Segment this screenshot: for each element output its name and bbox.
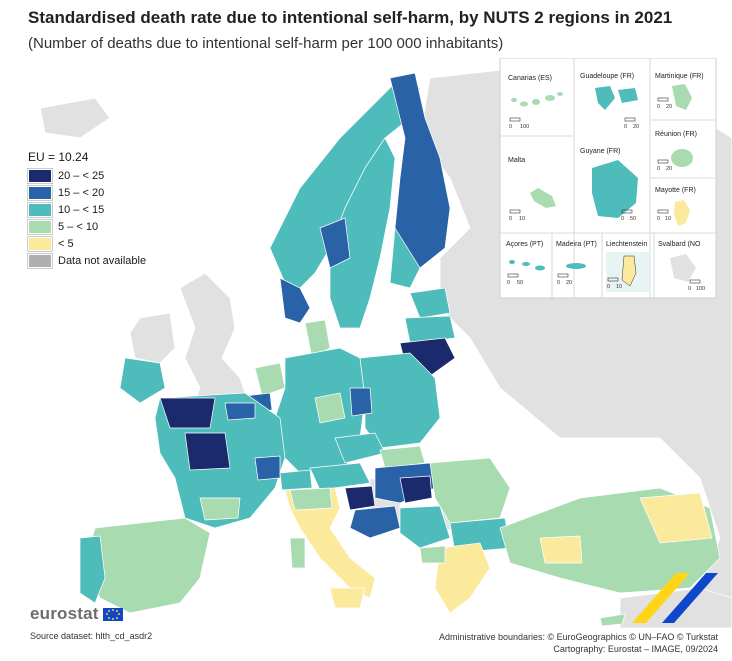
inset-label-acores: Açores (PT) xyxy=(506,241,543,248)
region-austria xyxy=(309,462,371,491)
inset-label-canarias: Canarias (ES) xyxy=(508,75,552,82)
choropleth-regions xyxy=(79,72,721,627)
legend-item: 5 – < 10 xyxy=(27,218,146,235)
svg-text:20: 20 xyxy=(666,104,672,110)
svg-text:10: 10 xyxy=(616,284,622,290)
inset-label-guyane: Guyane (FR) xyxy=(580,148,620,155)
region-greece xyxy=(434,542,491,614)
svg-text:0: 0 xyxy=(509,124,512,130)
legend-item: 15 – < 20 xyxy=(27,184,146,201)
inset-label-svalbard: Svalbard (NO xyxy=(658,241,701,248)
inset-label-mayotte: Mayotte (FR) xyxy=(655,187,696,194)
region-france-east xyxy=(254,455,281,481)
region-slovakia xyxy=(379,445,426,469)
svg-text:0: 0 xyxy=(509,216,512,222)
region-germany-central xyxy=(314,392,346,424)
map-subtitle: (Number of deaths due to intentional sel… xyxy=(28,35,504,52)
legend-item: 20 – < 25 xyxy=(27,167,146,184)
ireland-north xyxy=(129,312,176,364)
legend-swatch xyxy=(27,201,53,218)
eu-flag-icon xyxy=(102,607,123,621)
region-italy-north xyxy=(289,487,333,511)
region-cyprus xyxy=(599,613,626,627)
svg-text:0: 0 xyxy=(557,280,560,286)
svg-text:0: 0 xyxy=(657,216,660,222)
svg-text:0: 0 xyxy=(657,166,660,172)
region-north-macedonia xyxy=(419,545,446,564)
region-turkey-central xyxy=(539,535,583,564)
svg-text:100: 100 xyxy=(696,286,705,292)
region-poland-west xyxy=(349,387,373,417)
eurostat-logo: eurostat xyxy=(30,604,123,624)
svg-text:10: 10 xyxy=(665,216,671,222)
svg-text:0: 0 xyxy=(621,216,624,222)
region-croatia xyxy=(349,505,401,539)
region-ireland xyxy=(119,357,166,404)
region-slovenia xyxy=(344,485,376,511)
legend-item: 10 – < 15 xyxy=(27,201,146,218)
region-serbia xyxy=(399,505,451,549)
svg-text:20: 20 xyxy=(666,166,672,172)
region-france-brittany xyxy=(159,397,216,429)
region-portugal xyxy=(79,535,106,604)
choropleth-map: Canarias (ES) 0 100 Guadeloupe (FR) 0 20… xyxy=(39,58,732,628)
region-netherlands xyxy=(254,362,286,397)
region-denmark xyxy=(304,319,331,359)
region-switzerland xyxy=(279,469,313,491)
region-sweden xyxy=(329,137,396,329)
svg-text:0: 0 xyxy=(507,280,510,286)
region-france-west xyxy=(184,432,231,471)
inset-label-martinique: Martinique (FR) xyxy=(655,73,704,80)
svg-text:50: 50 xyxy=(517,280,523,286)
map-legend: EU = 10.24 20 – < 25 15 – < 20 10 – < 15… xyxy=(27,150,146,270)
svg-text:100: 100 xyxy=(520,124,529,130)
legend-swatch xyxy=(27,167,53,184)
svg-text:0: 0 xyxy=(657,104,660,110)
legend-swatch xyxy=(27,184,53,201)
legend-swatch xyxy=(27,218,53,235)
legend-item: < 5 xyxy=(27,235,146,252)
map-credits: Administrative boundaries: © EuroGeograp… xyxy=(438,632,718,654)
inset-label-reunion: Réunion (FR) xyxy=(655,131,697,138)
svg-text:10: 10 xyxy=(519,216,525,222)
region-turkey-east xyxy=(639,492,713,544)
region-norway-south xyxy=(279,277,311,324)
inset-panel: Canarias (ES) 0 100 Guadeloupe (FR) 0 20… xyxy=(499,58,717,299)
eu-average-label: EU = 10.24 xyxy=(28,150,89,164)
legend-item: Data not available xyxy=(27,252,146,269)
source-dataset: Source dataset: hlth_cd_asdr2 xyxy=(30,631,153,641)
svg-text:0: 0 xyxy=(688,286,691,292)
svg-text:20: 20 xyxy=(633,124,639,130)
legend-swatch xyxy=(27,235,53,252)
map-title: Standardised death rate due to intention… xyxy=(28,8,673,27)
region-finland-south xyxy=(389,226,421,289)
region-france-south xyxy=(199,497,241,521)
svg-text:0: 0 xyxy=(624,124,627,130)
legend-swatch xyxy=(27,252,53,269)
svg-text:20: 20 xyxy=(566,280,572,286)
region-latvia xyxy=(404,315,456,344)
region-france-north xyxy=(224,402,256,421)
region-romania xyxy=(429,457,511,524)
region-estonia xyxy=(409,287,451,319)
inset-label-guadeloupe: Guadeloupe (FR) xyxy=(580,73,634,80)
inset-label-liechtenstein: Liechtenstein xyxy=(606,241,647,248)
iceland xyxy=(39,97,111,139)
region-sweden-mid xyxy=(319,217,351,269)
inset-label-madeira: Madeira (PT) xyxy=(556,241,597,248)
region-sicily xyxy=(329,587,366,609)
svg-text:50: 50 xyxy=(630,216,636,222)
eurostat-corner-graphic xyxy=(632,573,718,623)
region-italy xyxy=(284,487,376,599)
region-finland-north xyxy=(389,72,451,269)
region-sardinia xyxy=(289,537,306,569)
svg-text:0: 0 xyxy=(607,284,610,290)
region-romania-west xyxy=(399,475,433,504)
inset-label-malta: Malta xyxy=(508,157,525,164)
